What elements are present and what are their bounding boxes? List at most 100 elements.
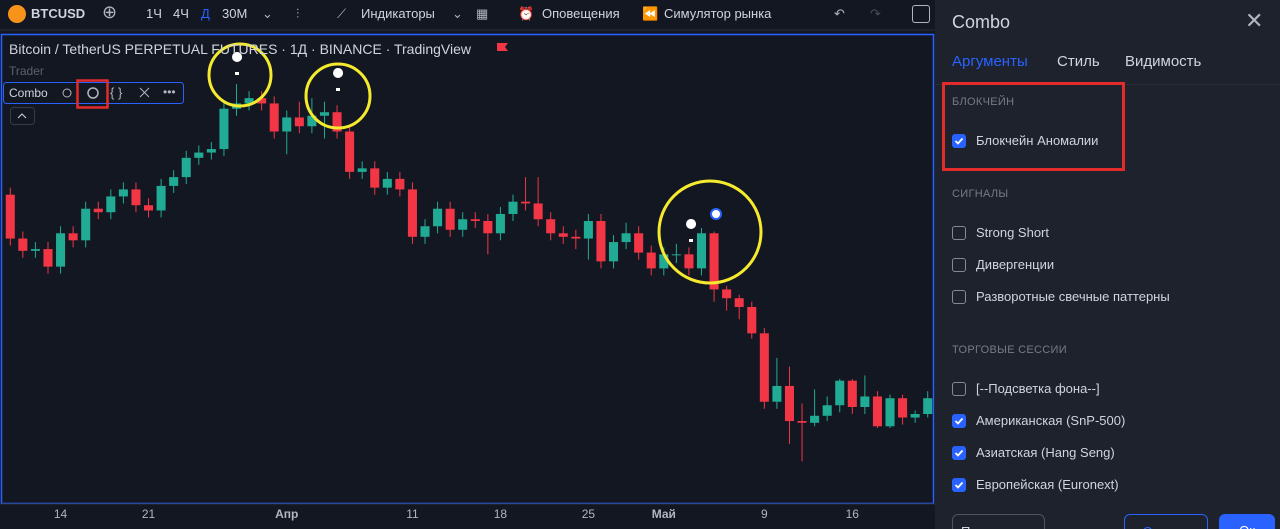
checkbox[interactable] <box>952 414 966 428</box>
redo-button[interactable]: ↷ <box>870 6 881 21</box>
candle-body <box>671 254 681 256</box>
option-label[interactable]: Европейская (Euronext) <box>976 477 1119 492</box>
indicators-dropdown[interactable]: ⌄ <box>452 6 463 21</box>
candle-body <box>822 405 832 416</box>
checkbox[interactable] <box>952 134 966 148</box>
candle-body <box>872 396 882 427</box>
x-tick-label: 14 <box>54 507 68 521</box>
checkmark <box>954 481 964 489</box>
highlight-box <box>942 82 1125 171</box>
candle-body <box>558 233 568 237</box>
undo-button[interactable]: ↶ <box>834 6 845 21</box>
interval-button[interactable]: 4Ч <box>173 6 189 21</box>
candle-body <box>81 208 91 241</box>
checkbox[interactable] <box>952 290 966 304</box>
layout-toggle[interactable] <box>912 5 930 23</box>
candle-body <box>483 221 493 234</box>
highlight-circle <box>207 42 273 108</box>
source-icon[interactable]: { } <box>110 85 123 100</box>
collapse-button[interactable] <box>10 107 35 125</box>
candle-body <box>106 196 116 213</box>
tab[interactable]: Видимость <box>1125 53 1202 70</box>
interval-button[interactable]: Д <box>201 6 210 21</box>
checkbox[interactable] <box>952 226 966 240</box>
layouts-icon[interactable]: ▦ <box>476 6 489 21</box>
candle-body <box>659 254 669 269</box>
candle-body <box>156 185 166 211</box>
option-label[interactable]: Разворотные свечные паттерны <box>976 289 1170 304</box>
checkmark-path <box>954 137 964 145</box>
candle-body <box>684 254 694 269</box>
symbol[interactable]: BTCUSD <box>31 6 86 21</box>
dialog-button[interactable]: Отмена <box>1124 514 1208 529</box>
candle-body <box>847 380 857 407</box>
option-label[interactable]: Strong Short <box>976 225 1049 240</box>
checkbox[interactable] <box>952 382 966 396</box>
eye-icon[interactable] <box>62 88 72 98</box>
candle-body <box>546 219 556 234</box>
candle-body <box>30 249 40 251</box>
indicator-legend[interactable] <box>3 82 184 104</box>
candle-body <box>646 252 656 269</box>
btc-icon <box>8 5 26 23</box>
more-icon[interactable]: ••• <box>163 85 176 99</box>
option-label[interactable]: Дивергенции <box>976 257 1055 272</box>
candle-body <box>508 201 518 214</box>
option-label[interactable]: [--Подсветка фона--] <box>976 381 1100 396</box>
checkbox[interactable] <box>952 446 966 460</box>
dialog-title: Combo <box>952 12 1011 32</box>
tab[interactable]: Стиль <box>1057 53 1100 70</box>
add-symbol[interactable]: ⊕ <box>102 2 118 22</box>
trader-label: Trader <box>9 64 44 78</box>
tab[interactable]: Аргументы <box>952 53 1028 70</box>
highlight-circle <box>304 62 372 130</box>
candle-body <box>784 385 794 422</box>
candle-body <box>860 396 870 407</box>
option-label[interactable]: Американская (SnP-500) <box>976 413 1126 428</box>
candle-body <box>696 233 707 269</box>
alerts-button[interactable]: Оповещения <box>542 6 620 21</box>
close-button[interactable]: ✕ <box>1245 8 1264 33</box>
checkmark <box>954 137 964 145</box>
remove-icon[interactable] <box>139 87 150 98</box>
dialog-button[interactable]: По умолчанию <box>952 514 1045 529</box>
candle-body <box>759 333 769 402</box>
dialog-button[interactable]: Ок <box>1219 514 1275 529</box>
interval-dropdown[interactable]: ⌄ <box>262 6 273 21</box>
bulb-icon <box>686 219 697 242</box>
chart-type[interactable]: ⫶ <box>296 6 300 21</box>
candle-body <box>797 421 807 423</box>
candle-body <box>357 168 367 172</box>
checkbox[interactable] <box>952 258 966 272</box>
indicators-button[interactable]: Индикаторы <box>361 6 435 21</box>
highlight-circle <box>657 179 763 285</box>
section-title: ТОРГОВЫЕ СЕССИИ <box>952 344 1067 356</box>
interval-button[interactable]: 1Ч <box>146 6 162 21</box>
candle-body <box>181 157 191 178</box>
candle-body <box>131 189 141 206</box>
candle-body <box>810 415 820 423</box>
x-tick-label: 11 <box>406 507 419 521</box>
replay-button[interactable]: Симулятор рынка <box>664 6 772 21</box>
candle-body <box>722 289 732 299</box>
x-tick-label: 18 <box>494 507 508 521</box>
x-tick-label: Апр <box>275 507 298 521</box>
candle-body <box>282 117 292 132</box>
x-tick-label: Май <box>652 507 676 521</box>
candle-body <box>219 108 229 150</box>
indicators-icon: ⟋ <box>337 6 347 21</box>
option-label[interactable]: Блокчейн Аномалии <box>976 133 1099 148</box>
settings-icon[interactable] <box>87 87 99 99</box>
section-title: БЛОКЧЕЙН <box>952 96 1015 108</box>
checkbox[interactable] <box>952 478 966 492</box>
x-tick-label: 21 <box>142 507 156 521</box>
candle-body <box>319 112 329 116</box>
interval-button[interactable]: 30М <box>222 6 248 21</box>
highlight-box <box>76 79 109 109</box>
x-tick-label: 9 <box>761 507 768 521</box>
bulb-icon <box>333 68 344 91</box>
indicator-name: Combo <box>9 86 48 100</box>
candle-body <box>433 208 443 227</box>
option-label[interactable]: Азиатская (Hang Seng) <box>976 445 1115 460</box>
